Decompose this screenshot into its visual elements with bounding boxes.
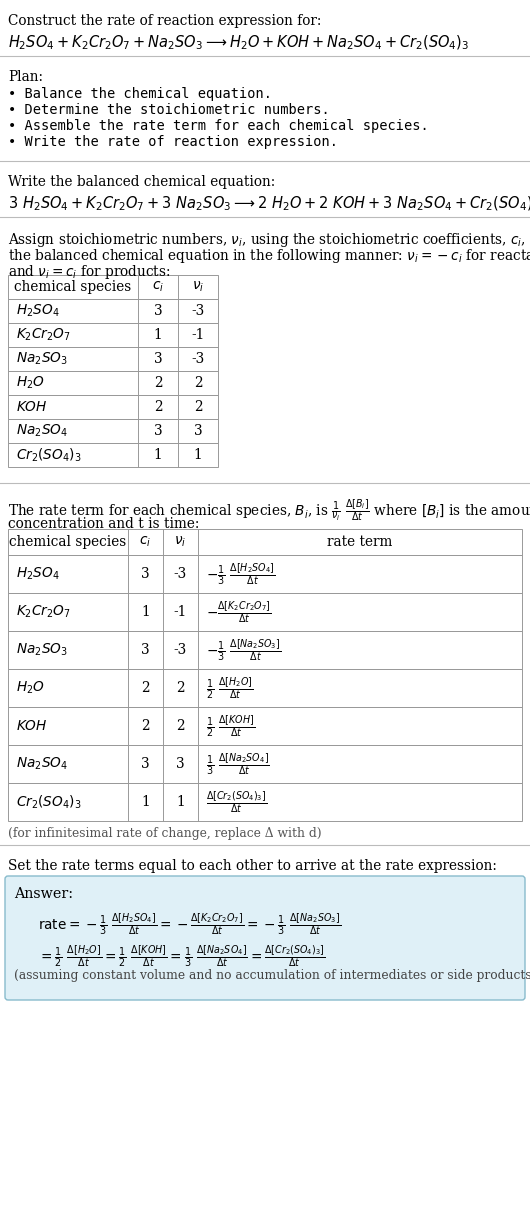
Text: $H_2O$: $H_2O$ (16, 680, 45, 696)
Text: 3: 3 (193, 424, 202, 439)
Bar (8, 419, 218, 443)
Text: 3: 3 (154, 304, 162, 318)
Text: 2: 2 (141, 681, 150, 695)
Text: $\frac{1}{3}\ \frac{\Delta[Na_2SO_4]}{\Delta t}$: $\frac{1}{3}\ \frac{\Delta[Na_2SO_4]}{\D… (206, 751, 270, 777)
Text: $K_2Cr_2O_7$: $K_2Cr_2O_7$ (16, 604, 71, 620)
Bar (8, 323, 218, 347)
Bar (8, 529, 522, 554)
Bar (8, 554, 522, 593)
Text: $Na_2SO_4$: $Na_2SO_4$ (16, 423, 68, 440)
Text: Plan:: Plan: (8, 70, 43, 85)
Text: 2: 2 (154, 376, 162, 390)
Text: $\nu_i$: $\nu_i$ (174, 535, 187, 550)
Text: concentration and t is time:: concentration and t is time: (8, 517, 199, 532)
Text: 1: 1 (154, 448, 162, 461)
Text: $H_2O$: $H_2O$ (16, 374, 45, 391)
Text: -3: -3 (191, 304, 205, 318)
Text: $KOH$: $KOH$ (16, 719, 48, 733)
Bar (8, 300, 218, 323)
Text: -3: -3 (191, 352, 205, 366)
Text: 3: 3 (141, 643, 150, 657)
Text: -1: -1 (191, 329, 205, 342)
Bar (8, 275, 218, 300)
Text: $\frac{\Delta[Cr_2(SO_4)_3]}{\Delta t}$: $\frac{\Delta[Cr_2(SO_4)_3]}{\Delta t}$ (206, 789, 267, 815)
Text: $\mathrm{rate} = -\frac{1}{3}\ \frac{\Delta[H_2SO_4]}{\Delta t}= -\frac{\Delta[K: $\mathrm{rate} = -\frac{1}{3}\ \frac{\De… (38, 911, 341, 936)
Text: 3: 3 (141, 757, 150, 771)
Text: $-\frac{\Delta[K_2Cr_2O_7]}{\Delta t}$: $-\frac{\Delta[K_2Cr_2O_7]}{\Delta t}$ (206, 599, 271, 625)
Text: $H_2SO_4$: $H_2SO_4$ (16, 565, 59, 582)
Text: 1: 1 (176, 795, 185, 809)
Text: chemical species: chemical species (10, 535, 127, 548)
Text: 2: 2 (176, 719, 185, 733)
Text: 3: 3 (176, 757, 185, 771)
Text: (assuming constant volume and no accumulation of intermediates or side products): (assuming constant volume and no accumul… (14, 969, 530, 982)
Text: rate term: rate term (328, 535, 393, 548)
Bar (8, 745, 522, 783)
Text: $Cr_2(SO_4)_3$: $Cr_2(SO_4)_3$ (16, 446, 82, 464)
Text: 1: 1 (141, 795, 150, 809)
Text: $-\frac{1}{3}\ \frac{\Delta[H_2SO_4]}{\Delta t}$: $-\frac{1}{3}\ \frac{\Delta[H_2SO_4]}{\D… (206, 562, 276, 587)
Text: the balanced chemical equation in the following manner: $\nu_i = -c_i$ for react: the balanced chemical equation in the fo… (8, 246, 530, 265)
Bar (8, 707, 522, 745)
Text: 2: 2 (176, 681, 185, 695)
Text: $c_i$: $c_i$ (139, 535, 152, 550)
Bar (8, 443, 218, 467)
Text: 1: 1 (141, 605, 150, 618)
Text: Set the rate terms equal to each other to arrive at the rate expression:: Set the rate terms equal to each other t… (8, 859, 497, 873)
Text: • Balance the chemical equation.: • Balance the chemical equation. (8, 87, 272, 101)
Text: 1: 1 (154, 329, 162, 342)
Text: 3: 3 (141, 567, 150, 581)
Text: 2: 2 (154, 400, 162, 414)
Text: $H_2SO_4 + K_2Cr_2O_7 + Na_2SO_3 \longrightarrow H_2O + KOH + Na_2SO_4 + Cr_2(SO: $H_2SO_4 + K_2Cr_2O_7 + Na_2SO_3 \longri… (8, 34, 470, 52)
Bar (8, 371, 218, 395)
Text: -3: -3 (174, 567, 187, 581)
Text: and $\nu_i = c_i$ for products:: and $\nu_i = c_i$ for products: (8, 263, 171, 281)
Text: chemical species: chemical species (14, 280, 131, 294)
Text: • Write the rate of reaction expression.: • Write the rate of reaction expression. (8, 135, 338, 149)
FancyBboxPatch shape (5, 876, 525, 1000)
Text: 2: 2 (141, 719, 150, 733)
Text: 3: 3 (154, 424, 162, 439)
Text: (for infinitesimal rate of change, replace Δ with d): (for infinitesimal rate of change, repla… (8, 827, 322, 840)
Text: Write the balanced chemical equation:: Write the balanced chemical equation: (8, 175, 275, 188)
Text: $KOH$: $KOH$ (16, 400, 48, 414)
Text: Assign stoichiometric numbers, $\nu_i$, using the stoichiometric coefficients, $: Assign stoichiometric numbers, $\nu_i$, … (8, 231, 530, 249)
Text: The rate term for each chemical species, $B_i$, is $\frac{1}{\nu_i}\ \frac{\Delt: The rate term for each chemical species,… (8, 496, 530, 523)
Text: $\frac{1}{2}\ \frac{\Delta[H_2O]}{\Delta t}$: $\frac{1}{2}\ \frac{\Delta[H_2O]}{\Delta… (206, 675, 253, 701)
Text: $3\ H_2SO_4 + K_2Cr_2O_7 + 3\ Na_2SO_3 \longrightarrow 2\ H_2O + 2\ KOH + 3\ Na_: $3\ H_2SO_4 + K_2Cr_2O_7 + 3\ Na_2SO_3 \… (8, 194, 530, 214)
Text: $H_2SO_4$: $H_2SO_4$ (16, 303, 59, 319)
Text: $c_i$: $c_i$ (152, 280, 164, 295)
Text: • Determine the stoichiometric numbers.: • Determine the stoichiometric numbers. (8, 103, 330, 117)
Text: 1: 1 (193, 448, 202, 461)
Text: • Assemble the rate term for each chemical species.: • Assemble the rate term for each chemic… (8, 120, 429, 133)
Bar (8, 347, 218, 371)
Text: -1: -1 (174, 605, 187, 618)
Text: 3: 3 (154, 352, 162, 366)
Text: 2: 2 (193, 376, 202, 390)
Bar (8, 593, 522, 631)
Bar (8, 631, 522, 669)
Text: $Cr_2(SO_4)_3$: $Cr_2(SO_4)_3$ (16, 794, 82, 811)
Text: Construct the rate of reaction expression for:: Construct the rate of reaction expressio… (8, 14, 321, 28)
Text: 2: 2 (193, 400, 202, 414)
Text: $\nu_i$: $\nu_i$ (192, 280, 204, 295)
Bar (8, 783, 522, 821)
Text: $= \frac{1}{2}\ \frac{\Delta[H_2O]}{\Delta t}= \frac{1}{2}\ \frac{\Delta[KOH]}{\: $= \frac{1}{2}\ \frac{\Delta[H_2O]}{\Del… (38, 943, 325, 969)
Text: -3: -3 (174, 643, 187, 657)
Text: $\frac{1}{2}\ \frac{\Delta[KOH]}{\Delta t}$: $\frac{1}{2}\ \frac{\Delta[KOH]}{\Delta … (206, 713, 255, 739)
Bar (8, 395, 218, 419)
Text: $-\frac{1}{3}\ \frac{\Delta[Na_2SO_3]}{\Delta t}$: $-\frac{1}{3}\ \frac{\Delta[Na_2SO_3]}{\… (206, 637, 281, 663)
Text: Answer:: Answer: (14, 887, 73, 901)
Text: $Na_2SO_3$: $Na_2SO_3$ (16, 350, 68, 367)
Text: $Na_2SO_4$: $Na_2SO_4$ (16, 756, 68, 772)
Text: $Na_2SO_3$: $Na_2SO_3$ (16, 641, 68, 658)
Text: $K_2Cr_2O_7$: $K_2Cr_2O_7$ (16, 327, 71, 343)
Bar (8, 669, 522, 707)
